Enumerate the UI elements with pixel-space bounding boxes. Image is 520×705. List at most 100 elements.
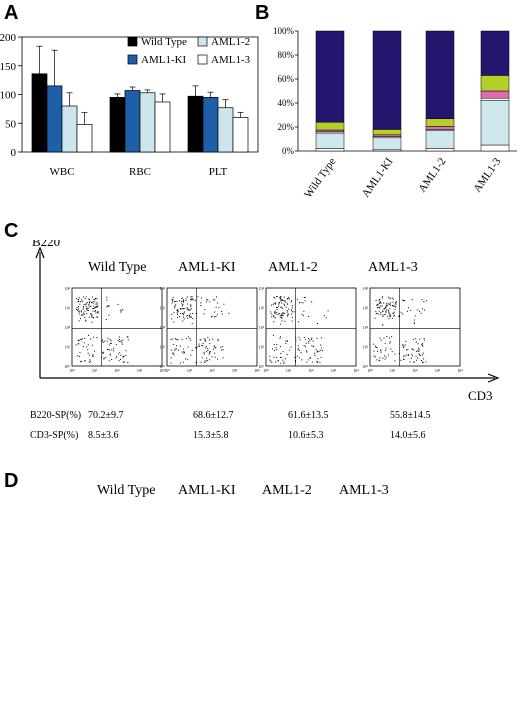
event-dot (204, 362, 206, 364)
event-dot (325, 317, 327, 319)
event-dot (385, 310, 387, 312)
y-tick-label: 0% (282, 146, 295, 156)
event-dot (319, 362, 321, 364)
blood-cell-image (96, 647, 172, 705)
event-dot (209, 343, 211, 345)
event-dot (284, 300, 286, 302)
event-dot (183, 352, 185, 354)
flow-tick-label: 10² (412, 368, 418, 373)
flow-plot-frame (166, 287, 258, 367)
event-dot (382, 310, 384, 312)
event-dot (171, 299, 173, 301)
event-dot (189, 315, 191, 317)
event-dot (78, 320, 80, 322)
event-dot (79, 352, 81, 354)
flow-tick-label: 10¹ (65, 345, 71, 350)
legend-swatch (197, 36, 208, 47)
event-dot (78, 340, 80, 342)
event-dot (288, 296, 290, 298)
event-dot (109, 349, 111, 351)
event-dot (413, 319, 415, 321)
event-dot (402, 313, 404, 315)
event-dot (272, 348, 274, 350)
event-dot (422, 352, 424, 354)
event-dot (119, 351, 121, 353)
event-dot (294, 360, 296, 362)
event-dot (271, 316, 273, 318)
legend-label: AML1-2 (211, 36, 250, 48)
event-dot (385, 347, 387, 349)
event-dot (378, 313, 380, 315)
event-dot (78, 300, 80, 302)
event-dot (415, 338, 417, 340)
event-dot (174, 307, 176, 309)
event-dot (380, 313, 382, 315)
event-dot (271, 304, 273, 306)
event-dot (205, 347, 207, 349)
event-dot (380, 305, 382, 307)
cd3-sp-row: CD3-SP(%) 8.5±3.6 15.3±5.8 10.6±5.3 14.0… (0, 430, 520, 444)
event-dot (89, 359, 91, 361)
flow-tick-label: 10³ (232, 368, 238, 373)
event-dot (185, 298, 187, 300)
flow-plot (166, 287, 258, 367)
event-dot (411, 353, 413, 355)
event-dot (180, 308, 182, 310)
event-dot (207, 349, 209, 351)
event-dot (92, 317, 94, 319)
event-dot (269, 359, 271, 361)
event-dot (123, 355, 125, 357)
event-dot (314, 354, 316, 356)
event-dot (189, 309, 191, 311)
event-dot (75, 344, 77, 346)
event-dot (106, 348, 108, 350)
event-dot (171, 302, 173, 304)
blood-cell-image (177, 584, 253, 642)
event-dot (385, 306, 387, 308)
event-dot (395, 301, 397, 303)
event-dot (176, 345, 178, 347)
event-dot (189, 338, 191, 340)
event-dot (286, 340, 288, 342)
flow-tick-label: 10³ (331, 368, 337, 373)
b220-axis-arrow (35, 246, 45, 259)
event-dot (117, 353, 119, 355)
event-dot (86, 313, 88, 315)
event-dot (388, 313, 390, 315)
event-dot (190, 304, 192, 306)
event-dot (93, 301, 95, 303)
event-dot (316, 361, 318, 363)
event-dot (378, 310, 380, 312)
event-dot (379, 307, 381, 309)
event-dot (404, 344, 406, 346)
event-dot (376, 304, 378, 306)
bar (154, 101, 171, 153)
event-dot (125, 355, 127, 357)
event-dot (102, 352, 104, 354)
event-dot (304, 297, 306, 299)
x-category-label: AML1-2 (416, 156, 448, 195)
event-dot (288, 298, 290, 300)
event-dot (378, 302, 380, 304)
event-dot (109, 354, 111, 356)
event-dot (81, 299, 83, 301)
event-dot (90, 305, 92, 307)
event-dot (417, 357, 419, 359)
event-dot (275, 302, 277, 304)
event-dot (221, 310, 223, 312)
event-dot (402, 345, 404, 347)
event-dot (303, 310, 305, 312)
event-dot (321, 350, 323, 352)
event-dot (96, 316, 98, 318)
event-dot (394, 314, 396, 316)
event-dot (106, 305, 108, 307)
event-dot (280, 300, 282, 302)
event-dot (107, 337, 109, 339)
event-dot (122, 357, 124, 359)
x-category-label: Wild Type (302, 156, 338, 201)
event-dot (173, 343, 175, 345)
stacked-segment (480, 75, 510, 92)
event-dot (194, 299, 196, 301)
legend-label: AML1-KI (141, 54, 187, 66)
event-dot (288, 308, 290, 310)
